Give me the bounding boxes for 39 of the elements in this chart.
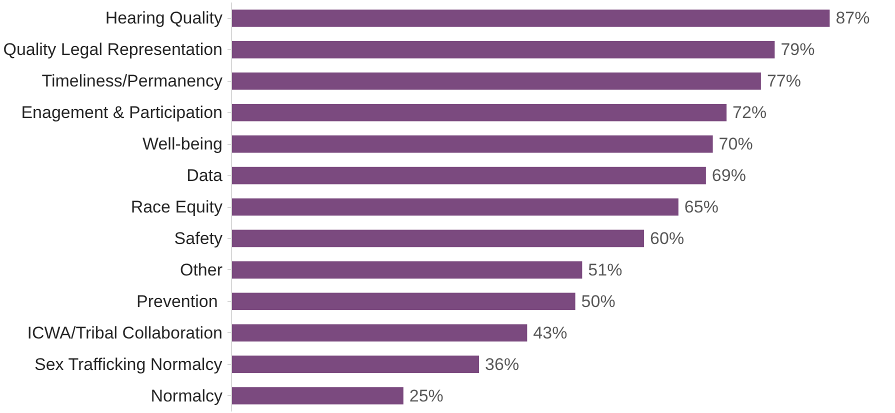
y-tick-label: ICWA/Tribal Collaboration	[27, 323, 223, 342]
data-label: 43%	[533, 323, 568, 342]
y-tick-label: Prevention	[136, 292, 218, 311]
y-tick-label: Normalcy	[150, 386, 223, 406]
y-tick-label: Sex Trafficking Normalcy	[34, 354, 223, 374]
y-tick-label: Quality Legal Representation	[3, 40, 222, 60]
bar	[232, 230, 644, 248]
data-label: 25%	[409, 386, 444, 406]
data-label: 65%	[684, 198, 718, 216]
y-tick-label: Data	[186, 166, 224, 186]
bar	[232, 10, 830, 27]
bar	[232, 135, 713, 153]
bar	[232, 72, 761, 90]
bar	[232, 356, 480, 373]
y-tick-label: Timeliness/Permanency	[42, 72, 223, 91]
data-label: 72%	[732, 103, 767, 122]
y-tick-label: Race Equity	[130, 198, 223, 216]
data-label: 77%	[766, 72, 801, 91]
y-tick-label: Safety	[174, 228, 223, 248]
bar	[232, 261, 582, 279]
y-tick-label: Other	[180, 260, 223, 280]
data-label: 60%	[650, 228, 684, 248]
data-label: 50%	[581, 292, 616, 311]
bar	[232, 41, 775, 58]
data-label: 70%	[718, 134, 753, 154]
bar	[232, 104, 727, 122]
bar	[232, 166, 706, 184]
bar	[232, 324, 528, 342]
data-label: 69%	[712, 166, 746, 186]
y-tick-label: Well-being	[142, 134, 223, 154]
data-label: 79%	[780, 40, 815, 60]
data-label: 36%	[485, 354, 520, 374]
data-label: 51%	[588, 260, 622, 280]
y-tick-label: Enagement & Participation	[21, 103, 223, 122]
data-label: 87%	[836, 8, 870, 28]
bar	[232, 387, 404, 404]
bar	[232, 198, 678, 216]
y-tick-label: Hearing Quality	[105, 8, 223, 28]
bar	[232, 292, 576, 310]
